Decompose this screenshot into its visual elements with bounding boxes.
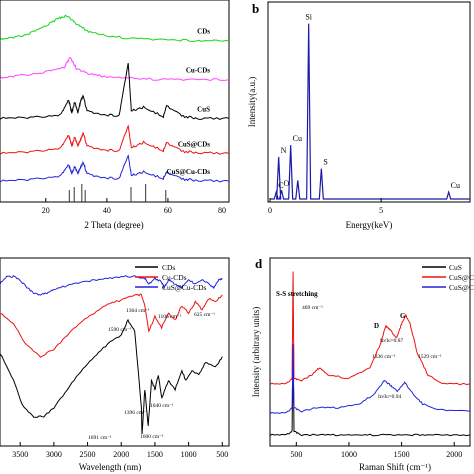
panel-d-ylabel: Intensity (arbitrary units) bbox=[251, 307, 261, 397]
ftir-peak-annotation: 1396 cm⁻¹ bbox=[124, 410, 148, 416]
panel-b-ylabel: Intensity(a.u.) bbox=[247, 77, 257, 127]
panel-b-edx: b C O N Cu Si S Cu 0 5 Energy(keV) Intensity(a.… bbox=[247, 1, 471, 230]
ftir-x-tick-label: 2500 bbox=[80, 450, 96, 459]
raman-line-cus-cds bbox=[269, 271, 471, 386]
xrd-series-label: CDs bbox=[197, 28, 210, 36]
panel-a-xrd: CDs Cu-CDs CuS CuS@CDs CuS@Cu-CDs 20 40 60 80 2… bbox=[0, 0, 230, 230]
raman-legend-entry: CuS bbox=[449, 263, 462, 272]
ftir-line-cus-cu-cds bbox=[0, 275, 223, 296]
raman-annotation: S-S stretching bbox=[276, 290, 318, 298]
panel-c-ftir: 3500 3000 2500 2000 1500 1000 500 CDsCu-CDsCuS… bbox=[0, 257, 230, 472]
panel-b-xlabel: Energy(keV) bbox=[346, 220, 393, 230]
panel-b-letter: b bbox=[252, 1, 259, 16]
xrd-line-cus bbox=[0, 63, 230, 120]
ftir-line-cu-cds bbox=[0, 293, 223, 358]
panel-d-frame bbox=[269, 257, 471, 447]
raman-annotation: 469 cm⁻¹ bbox=[302, 305, 323, 311]
xrd-line-cus-cds bbox=[0, 124, 230, 155]
panel-c-xlabel: Wavelength (nm) bbox=[79, 462, 142, 472]
panel-a-frame bbox=[0, 0, 230, 203]
ftir-peak-annotation: 1590 cm⁻¹ bbox=[108, 327, 132, 333]
ftir-peak-annotation: 1600 cm⁻¹ bbox=[140, 434, 164, 440]
raman-annotation: G bbox=[400, 312, 406, 320]
ftir-peak-annotation: 1106 cm⁻¹ bbox=[158, 314, 182, 320]
ftir-x-tick-label: 1000 bbox=[181, 450, 197, 459]
xrd-series-label: CuS@Cu-CDs bbox=[167, 168, 211, 176]
raman-line-cus-cu-cds bbox=[269, 344, 471, 415]
xrd-series-label: CuS bbox=[197, 105, 210, 113]
edx-spectrum-line bbox=[270, 23, 470, 200]
raman-x-tick-label: 2000 bbox=[446, 450, 462, 459]
xrd-x-tick-label: 80 bbox=[218, 206, 226, 215]
ftir-x-tick-label: 3000 bbox=[46, 450, 62, 459]
raman-legend-entry: CuS@Cu-CDs bbox=[449, 283, 474, 292]
ftir-x-tick-label: 1500 bbox=[147, 450, 163, 459]
ftir-legend-entry: CDs bbox=[162, 263, 175, 272]
edx-peak-label: Cu bbox=[451, 181, 460, 190]
ftir-x-tick-label: 2000 bbox=[113, 450, 129, 459]
panel-b-frame bbox=[267, 1, 471, 203]
xrd-x-tick-label: 60 bbox=[164, 206, 172, 215]
edx-peak-label: N bbox=[281, 146, 287, 155]
raman-x-tick-label: 1000 bbox=[341, 450, 357, 459]
ftir-peak-annotation: 1040 cm⁻¹ bbox=[150, 403, 174, 409]
panel-d-letter: d bbox=[255, 256, 263, 271]
ftir-peak-annotation: 1364 cm⁻¹ bbox=[126, 308, 150, 314]
edx-peak-label: Cu bbox=[293, 134, 302, 143]
edx-x-tick-label: 5 bbox=[379, 206, 383, 215]
xrd-line-cu-cds bbox=[0, 57, 230, 82]
raman-x-tick-label: 500 bbox=[290, 450, 302, 459]
raman-line-cus bbox=[269, 353, 471, 437]
xrd-line-cds bbox=[0, 14, 230, 42]
edx-x-tick-label: 0 bbox=[268, 206, 272, 215]
raman-annotation: Iᴅ/Iɢ=0.94 bbox=[378, 394, 402, 400]
ftir-x-tick-label: 3500 bbox=[12, 450, 28, 459]
xrd-series-label: Cu-CDs bbox=[186, 67, 210, 75]
raman-annotation: Iᴅ/Iɢ=0.87 bbox=[380, 338, 404, 344]
raman-x-tick-label: 1500 bbox=[394, 450, 410, 459]
raman-annotation: 1529 cm⁻¹ bbox=[418, 354, 442, 360]
raman-annotation: D bbox=[374, 322, 379, 330]
xrd-x-tick-label: 20 bbox=[42, 206, 50, 215]
edx-peak-label: Si bbox=[305, 13, 312, 22]
panel-c-frame bbox=[0, 257, 230, 447]
edx-peak-label: O bbox=[284, 179, 290, 188]
ftir-line-cds bbox=[0, 318, 223, 435]
ftir-peak-annotation: 625 cm⁻¹ bbox=[194, 312, 215, 318]
panel-a-xlabel: 2 Theta (degree) bbox=[84, 220, 143, 230]
panel-d-xlabel: Raman Shift (cm⁻¹) bbox=[359, 462, 431, 472]
ftir-peak-annotation: 1691 cm⁻¹ bbox=[88, 435, 112, 441]
raman-annotation: 1336 cm⁻¹ bbox=[372, 354, 396, 360]
xrd-series-label: CuS@CDs bbox=[178, 140, 210, 148]
ftir-legend-entry: CuS@Cu-CDs bbox=[162, 283, 206, 292]
ftir-legend-entry: Cu-CDs bbox=[162, 273, 187, 282]
edx-peak-label: C bbox=[278, 181, 283, 190]
xrd-x-tick-label: 40 bbox=[103, 206, 111, 215]
raman-legend-entry: CuS@CDs bbox=[449, 273, 474, 282]
ftir-x-tick-label: 500 bbox=[216, 450, 228, 459]
xrd-line-cus-cu-cds bbox=[0, 154, 230, 183]
edx-peak-label: S bbox=[323, 158, 327, 167]
